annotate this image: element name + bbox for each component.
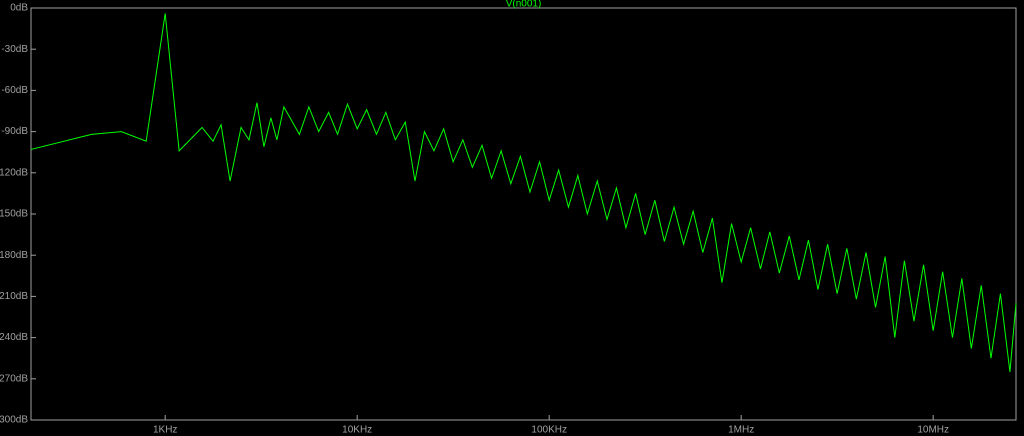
y-tick-label: -60dB bbox=[1, 85, 28, 96]
x-tick-label: 1MHz bbox=[728, 425, 754, 436]
y-tick-label: -300dB bbox=[0, 415, 28, 426]
y-tick-label: -270dB bbox=[0, 373, 28, 384]
y-tick-label: -90dB bbox=[1, 126, 28, 137]
y-tick-label: -180dB bbox=[0, 250, 28, 261]
y-tick-label: 0dB bbox=[10, 3, 28, 14]
y-tick-label: -240dB bbox=[0, 332, 28, 343]
legend-label: V(n001) bbox=[506, 0, 542, 10]
x-tick-label: 10MHz bbox=[917, 425, 949, 436]
y-tick-label: -210dB bbox=[0, 291, 28, 302]
trace bbox=[30, 13, 1017, 372]
x-tick-label: 10KHz bbox=[342, 425, 372, 436]
y-tick-label: -150dB bbox=[0, 209, 28, 220]
y-tick-label: -30dB bbox=[1, 44, 28, 55]
x-tick-label: 100KHz bbox=[531, 425, 567, 436]
x-tick-label: 1KHz bbox=[153, 425, 177, 436]
y-tick-label: -120dB bbox=[0, 167, 28, 178]
